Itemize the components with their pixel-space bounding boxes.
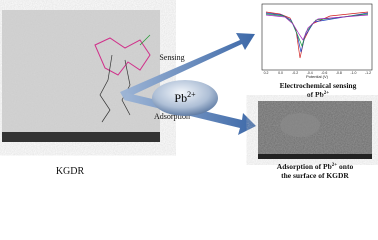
top-caption-2: of Pb2+ — [307, 90, 329, 99]
caption-text: onto — [337, 162, 353, 171]
ion-label: Pb2+ — [174, 90, 196, 105]
top-caption-1: Electrochemical sensing — [280, 81, 357, 90]
caption-charge: 2+ — [332, 163, 338, 168]
bottom-caption-2: the surface of KGDR — [281, 171, 349, 180]
caption-charge: 2+ — [324, 91, 330, 96]
ion: Pb — [174, 91, 187, 105]
plot-x-tick: -0.4 — [307, 71, 313, 75]
graphical-abstract: KGDR Sensing Adsorption Pb2+ 0.2 0.0 -0.2-… — [2, 3, 373, 180]
sem-image-left — [2, 10, 160, 142]
plot-x-tick: -1.2 — [365, 71, 371, 75]
adsorption-label: Adsorption — [154, 112, 190, 121]
bottom-caption-1: Adsorption of Pb2+ onto — [277, 162, 354, 171]
plot-x-tick: -0.2 — [292, 71, 298, 75]
ion-charge: 2+ — [187, 90, 196, 99]
caption-text: of Pb — [307, 90, 324, 99]
ion-ellipse — [152, 80, 218, 116]
plot-x-tick: -0.8 — [336, 71, 342, 75]
arrow-sensing — [120, 33, 255, 99]
plot-x-tick: -1.0 — [350, 71, 356, 75]
sem-image-right — [258, 101, 372, 159]
plot-x-label: Potential (V) — [306, 74, 329, 79]
voltammogram — [261, 3, 373, 71]
plot-x-tick: 0.0 — [278, 71, 283, 75]
plot-x-tick: -0.6 — [321, 71, 327, 75]
sensing-label: Sensing — [159, 53, 184, 62]
plot-x-tick: 0.2 — [264, 71, 269, 75]
kgdr-label: KGDR — [56, 166, 85, 177]
caption-text: Adsorption of Pb — [277, 162, 332, 171]
